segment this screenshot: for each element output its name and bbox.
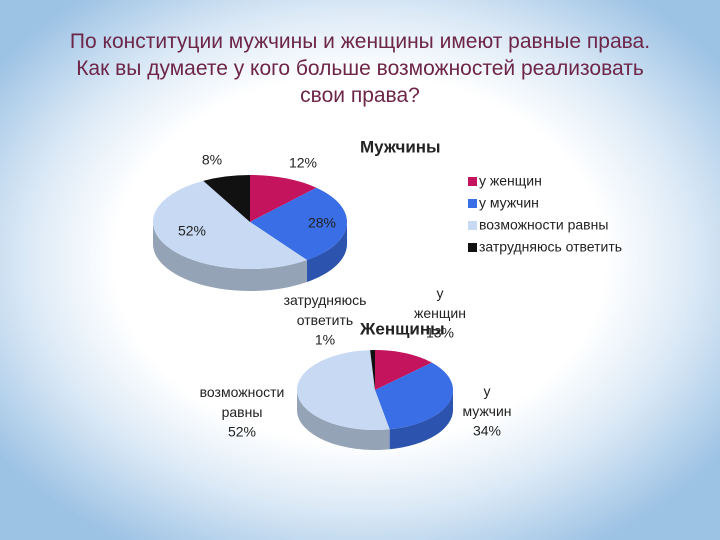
legend-swatch <box>468 243 477 252</box>
data-category-label: у мужчин <box>463 383 512 419</box>
data-label: 1% <box>315 332 335 348</box>
chart-title: Мужчины <box>360 137 441 156</box>
slice-side <box>153 222 308 291</box>
data-label: 12% <box>289 155 317 171</box>
slice-top <box>370 350 375 390</box>
slice-side <box>389 390 453 450</box>
data-category-label: у женщин <box>414 285 466 321</box>
data-label: 52% <box>228 424 256 440</box>
slice-side <box>296 390 390 450</box>
data-category-label: затрудняюсь ответить <box>284 292 367 328</box>
slice <box>153 180 308 291</box>
slice <box>375 350 432 390</box>
slice <box>296 350 390 450</box>
data-label: 28% <box>308 215 336 231</box>
data-label: 34% <box>473 423 501 439</box>
slice-top <box>203 175 250 222</box>
chart-title: Женщины <box>359 319 445 338</box>
data-category-label: возможности равны <box>200 384 285 420</box>
slice-top <box>153 180 308 269</box>
legend-swatch <box>468 199 477 208</box>
slice-top <box>297 350 390 430</box>
slice-top <box>375 350 432 390</box>
slice <box>370 350 375 390</box>
slice <box>250 175 317 222</box>
slice <box>203 175 250 222</box>
slice <box>250 187 348 283</box>
slide-title: По конституции мужчины и женщины имеют р… <box>69 30 651 107</box>
data-label: 8% <box>202 152 222 168</box>
legend-label: возможности равны <box>479 217 608 233</box>
slice-side <box>307 222 347 283</box>
legend-label: у женщин <box>479 173 542 189</box>
legend-swatch <box>468 221 477 230</box>
data-label: 13% <box>426 325 454 341</box>
slice <box>375 362 454 450</box>
legend-swatch <box>468 177 477 186</box>
data-label: 52% <box>178 223 206 239</box>
legend-label: затрудняюсь ответить <box>479 239 622 255</box>
slice-top <box>375 362 454 430</box>
slice-top <box>250 187 348 261</box>
legend-label: у мужчин <box>479 195 539 211</box>
slice-top <box>250 175 317 222</box>
